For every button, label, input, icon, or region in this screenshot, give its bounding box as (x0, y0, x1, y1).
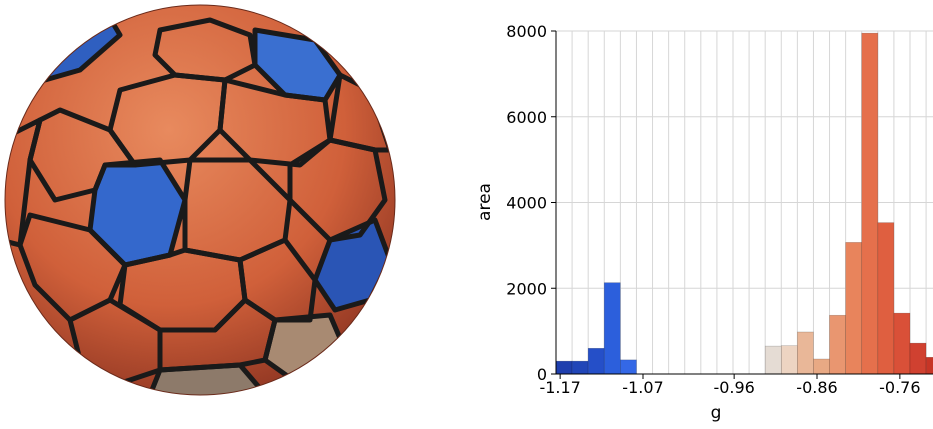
y-tick-label: 6000 (506, 108, 547, 127)
x-tick-label: -0.86 (796, 378, 837, 397)
x-tick-label: -1.07 (622, 378, 663, 397)
x-tick-label: -1.17 (539, 378, 580, 397)
histogram-bar (797, 331, 814, 375)
histogram-bar (829, 314, 846, 375)
sphere-svg (4, 4, 396, 396)
y-axis-label: area (475, 183, 495, 221)
histogram-bar (877, 222, 895, 375)
histogram-bar (893, 312, 911, 375)
histogram-bars (555, 32, 933, 375)
y-tick-label: 0 (537, 365, 547, 384)
histogram-bar (620, 359, 637, 375)
y-tick-label: 8000 (506, 22, 547, 41)
axes (551, 30, 933, 379)
x-tick-label: -0.76 (879, 378, 920, 397)
y-tick-label: 2000 (506, 279, 547, 298)
histogram-bar (861, 32, 879, 375)
y-tick-labels: 0 2000 4000 6000 8000 (506, 22, 547, 384)
sphere-cell-blue (90, 160, 185, 265)
x-tick-label: -0.96 (713, 378, 754, 397)
sphere-outline (4, 4, 396, 396)
y-tick-label: 4000 (506, 194, 547, 213)
histogram-bar (925, 356, 933, 375)
histogram-bar (603, 282, 621, 375)
colored-sphere-render (0, 0, 400, 425)
histogram-svg: 0 2000 4000 6000 8000 -1.17 -1.07 -0.96 -0.86 -0… (475, 22, 933, 423)
histogram-bar (587, 347, 605, 375)
sphere-body (5, 5, 395, 395)
histogram-chart: 0 2000 4000 6000 8000 -1.17 -1.07 -0.96 -0.86 -0… (470, 0, 933, 425)
sphere-cell-pale (265, 315, 345, 385)
histogram-bar (764, 345, 782, 375)
sphere-cell-blue (315, 220, 390, 310)
x-axis-label: g (711, 403, 722, 423)
histogram-bar (555, 360, 573, 375)
histogram-bar (813, 358, 830, 375)
histogram-bar (845, 242, 863, 375)
histogram-bar (909, 342, 927, 375)
x-tick-labels: -1.17 -1.07 -0.96 -0.86 -0.76 (539, 378, 920, 397)
histogram-bar (780, 345, 798, 375)
histogram-bar (571, 360, 589, 375)
